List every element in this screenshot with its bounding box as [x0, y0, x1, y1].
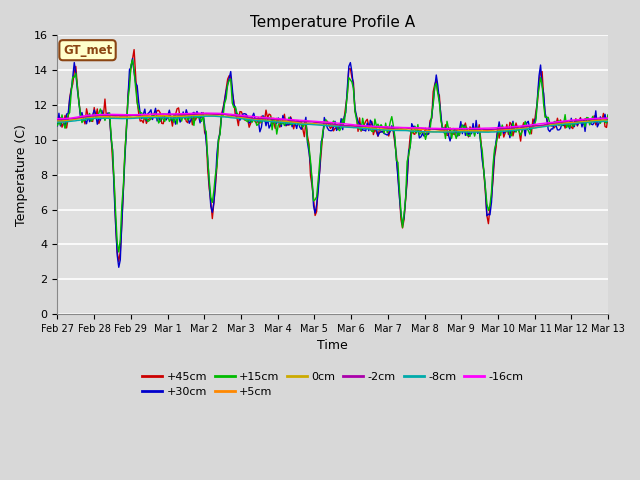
Title: Temperature Profile A: Temperature Profile A: [250, 15, 415, 30]
X-axis label: Time: Time: [317, 339, 348, 352]
Legend: +45cm, +30cm, +15cm, +5cm, 0cm, -2cm, -8cm, -16cm: +45cm, +30cm, +15cm, +5cm, 0cm, -2cm, -8…: [138, 367, 528, 402]
Text: GT_met: GT_met: [63, 44, 112, 57]
Y-axis label: Temperature (C): Temperature (C): [15, 124, 28, 226]
